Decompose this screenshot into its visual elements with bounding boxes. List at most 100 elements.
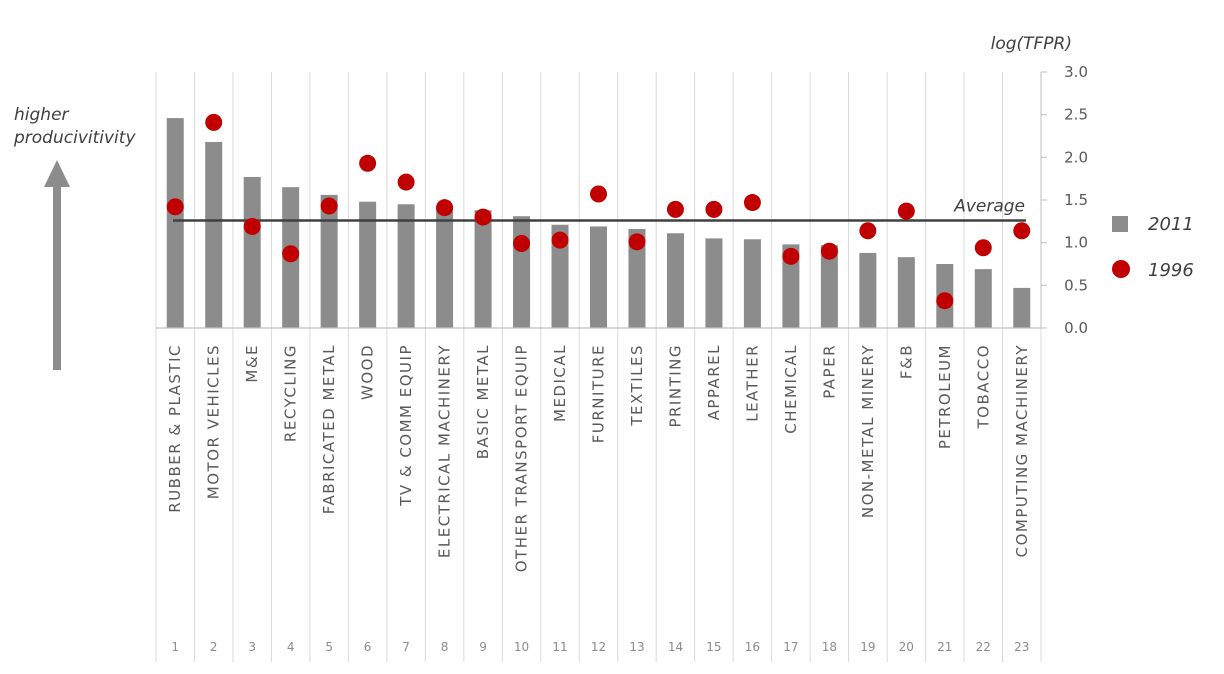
category-number: 13 bbox=[629, 640, 644, 654]
bar bbox=[590, 226, 607, 328]
category-number: 8 bbox=[441, 640, 449, 654]
x-axis: RUBBER & PLASTIC 1 MOTOR VEHICLES 2 M&E 3 RECY… bbox=[156, 327, 1041, 654]
category-number: 10 bbox=[514, 640, 529, 654]
y-axis: 0.0 0.5 1.0 1.5 2.0 2.5 3.0 bbox=[1040, 63, 1088, 337]
bar bbox=[243, 176, 261, 328]
bar bbox=[628, 229, 646, 328]
category-label: ELECTRICAL MACHINERY bbox=[436, 344, 454, 558]
category-label: BASIC METAL bbox=[474, 344, 492, 459]
dot bbox=[974, 239, 992, 257]
category-label: MEDICAL bbox=[551, 344, 569, 422]
up-arrow-icon bbox=[44, 160, 70, 370]
bar bbox=[397, 204, 415, 328]
dot bbox=[397, 173, 415, 191]
bar bbox=[974, 269, 992, 328]
dot bbox=[1013, 222, 1031, 240]
dot bbox=[474, 208, 492, 226]
category-number: 21 bbox=[937, 640, 952, 654]
y-tick-label: 1.0 bbox=[1064, 234, 1088, 252]
dot bbox=[320, 197, 338, 215]
dot bbox=[936, 292, 954, 310]
category-label: WOOD bbox=[359, 344, 377, 400]
dot bbox=[743, 194, 761, 212]
annotation-line-1: higher bbox=[14, 105, 70, 125]
category-label: RECYCLING bbox=[282, 344, 300, 442]
category-number: 6 bbox=[364, 640, 372, 654]
legend-label-1996: 1996 bbox=[1148, 260, 1194, 281]
bar bbox=[1013, 287, 1031, 328]
category-label: PRINTING bbox=[666, 344, 684, 428]
dot bbox=[666, 200, 684, 218]
y-tick-label: 2.0 bbox=[1064, 148, 1088, 166]
category-number: 17 bbox=[783, 640, 798, 654]
category-gridlines bbox=[155, 72, 1042, 662]
dot bbox=[859, 222, 877, 240]
category-label: FABRICATED METAL bbox=[320, 344, 338, 514]
legend-marker-1996 bbox=[1112, 260, 1130, 278]
dot bbox=[590, 185, 607, 203]
legend: 2011 1996 bbox=[1112, 214, 1194, 281]
category-label: RUBBER & PLASTIC bbox=[166, 344, 184, 513]
category-label: LEATHER bbox=[743, 344, 761, 422]
bar bbox=[166, 118, 184, 328]
legend-label-2011: 2011 bbox=[1148, 214, 1194, 235]
dot bbox=[282, 245, 300, 263]
y-tick-label: 2.5 bbox=[1064, 106, 1088, 124]
average-label: Average bbox=[953, 196, 1025, 216]
bar bbox=[474, 210, 492, 328]
category-label: OTHER TRANSPORT EQUIP bbox=[513, 344, 531, 572]
dot bbox=[205, 113, 223, 131]
legend-swatch-2011 bbox=[1112, 216, 1128, 232]
category-label: COMPUTING MACHINERY bbox=[1013, 344, 1031, 557]
y-axis-label: log(TFPR) bbox=[991, 34, 1072, 54]
category-number: 15 bbox=[706, 640, 721, 654]
category-number: 9 bbox=[479, 640, 487, 654]
bar bbox=[782, 244, 800, 328]
category-number: 19 bbox=[860, 640, 875, 654]
category-number: 3 bbox=[248, 640, 256, 654]
dot bbox=[166, 198, 184, 216]
category-number: 5 bbox=[325, 640, 333, 654]
dot bbox=[782, 247, 800, 265]
bar bbox=[320, 194, 338, 328]
dot bbox=[243, 217, 261, 235]
category-label: M&E bbox=[243, 344, 261, 383]
dot bbox=[820, 242, 838, 260]
category-label: FURNITURE bbox=[590, 344, 608, 443]
category-number: 11 bbox=[552, 640, 567, 654]
category-label: NON-METAL MINERY bbox=[859, 344, 877, 518]
category-label: F&B bbox=[897, 344, 915, 379]
dot bbox=[628, 233, 646, 251]
y-tick-label: 0.0 bbox=[1064, 319, 1088, 337]
category-number: 12 bbox=[591, 640, 606, 654]
category-label: APPAREL bbox=[705, 344, 723, 420]
dot bbox=[359, 154, 377, 172]
category-number: 7 bbox=[402, 640, 410, 654]
bar bbox=[705, 238, 723, 328]
bar bbox=[513, 216, 531, 328]
category-label: TV & COMM EQUIP bbox=[397, 344, 415, 507]
category-number: 14 bbox=[668, 640, 683, 654]
dot bbox=[705, 200, 723, 218]
bar bbox=[436, 207, 454, 328]
y-tick-label: 0.5 bbox=[1064, 276, 1088, 294]
category-label: PETROLEUM bbox=[936, 344, 954, 449]
bars-2011 bbox=[166, 118, 1031, 328]
y-tick-label: 3.0 bbox=[1064, 63, 1088, 81]
category-number: 16 bbox=[745, 640, 760, 654]
category-number: 23 bbox=[1014, 640, 1029, 654]
bar bbox=[743, 239, 761, 328]
bar bbox=[359, 201, 377, 328]
dot bbox=[897, 202, 915, 220]
category-label: TOBACCO bbox=[974, 344, 992, 430]
dots-1996 bbox=[166, 113, 1031, 310]
category-label: TEXTILES bbox=[628, 344, 646, 427]
category-label: CHEMICAL bbox=[782, 344, 800, 434]
category-label: PAPER bbox=[820, 344, 838, 399]
category-label: MOTOR VEHICLES bbox=[205, 344, 223, 499]
category-number: 20 bbox=[899, 640, 914, 654]
bar bbox=[820, 245, 838, 328]
category-number: 2 bbox=[210, 640, 218, 654]
bar bbox=[859, 252, 877, 328]
